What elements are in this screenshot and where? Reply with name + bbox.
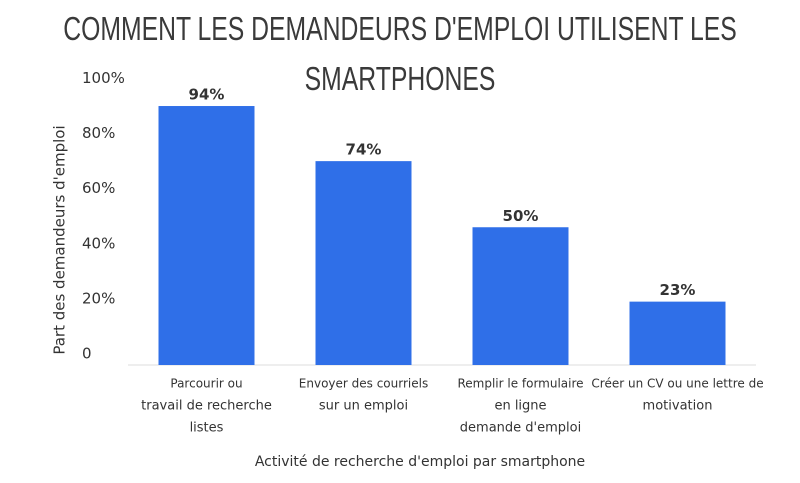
x-tick-label: Remplir le formulaire [457, 377, 583, 391]
x-tick-label: Envoyer des courriels [299, 377, 428, 391]
y-tick-label: 60% [82, 179, 115, 197]
x-tick-label: en ligne [494, 399, 546, 414]
y-tick-label: 100% [82, 69, 125, 87]
x-tick-label: Parcourir ou [170, 377, 242, 391]
value-label: 74% [346, 141, 382, 159]
y-tick-label: 0 [82, 345, 92, 363]
y-tick-label: 20% [82, 289, 115, 307]
x-tick-label: travail de recherche [141, 399, 272, 414]
y-tick-label: 40% [82, 234, 115, 252]
x-tick-label: demande d'emploi [460, 421, 581, 436]
bar [472, 227, 569, 365]
chart-title: COMMENT LES DEMANDEURS D'EMPLOI UTILISEN… [63, 10, 737, 97]
x-tick-label: sur un emploi [319, 399, 408, 414]
x-tick-label: motivation [643, 399, 713, 414]
value-label: 23% [660, 281, 696, 299]
title-box: COMMENT LES DEMANDEURS D'EMPLOI UTILISEN… [20, 4, 780, 104]
y-axis-title: Part des demandeurs d'emploi [51, 125, 69, 354]
value-label: 94% [189, 86, 225, 104]
x-tick-label: listes [190, 421, 224, 436]
x-axis-title: Activité de recherche d'emploi par smart… [255, 454, 585, 470]
value-label: 50% [503, 207, 539, 225]
y-tick-label: 80% [82, 124, 115, 142]
bar [629, 301, 726, 365]
x-tick-label: Créer un CV ou une lettre de [591, 377, 763, 391]
bar [315, 161, 412, 365]
bar [158, 106, 255, 365]
